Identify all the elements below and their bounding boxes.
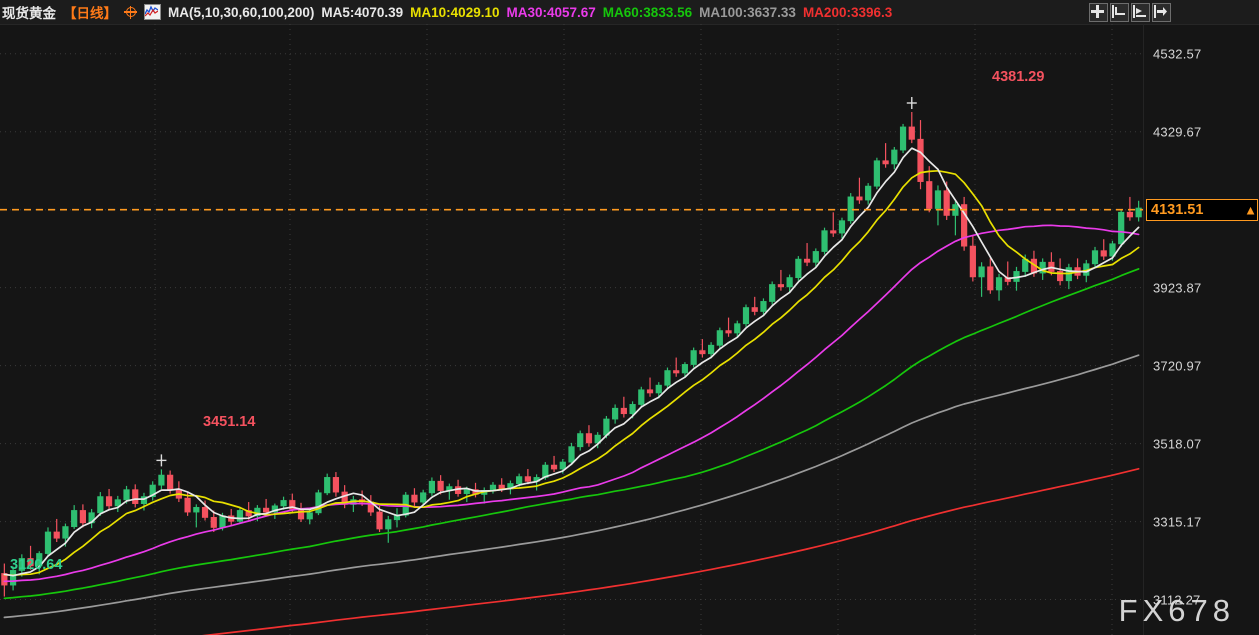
price-tick: 4329.67 [1153,124,1202,140]
high-price-annotation: 4381.29 [992,69,1045,85]
price-tick: 3315.17 [1153,514,1202,530]
chart-shift-right-icon[interactable] [1152,3,1171,22]
ma5-value: MA5:4070.39 [321,4,404,20]
ma100-value: MA100:3637.33 [699,4,796,20]
mini-chart-icon[interactable] [144,4,161,20]
high-marker-crosshair-icon [906,96,917,109]
ma10-value: MA10:4029.10 [410,4,500,20]
period-label: 【日线】 [63,6,117,21]
ma30-line [3,224,1140,583]
ma-definition-label: MA(5,10,30,60,100,200) [168,4,315,20]
symbol-title: 现货黄金 [2,6,56,21]
ma60-line [3,268,1140,600]
chart-header: 现货黄金 【日线】 MA(5,10,30,60,100,200) MA5:407… [0,0,1259,25]
swing-high-annotation: 3451.14 [203,414,256,430]
chart-align-left-icon[interactable] [1110,3,1129,22]
crosshair-target-icon[interactable] [124,5,137,19]
ma30-value: MA30:4057.67 [506,4,596,20]
ma200-line [201,467,1140,635]
current-price-value: 4131.51 [1151,201,1204,218]
ma200-value: MA200:3396.3 [802,4,893,20]
price-direction-arrow: ▲ [1244,202,1257,218]
price-tick: 3112.27 [1153,592,1201,608]
crosshair-move-icon[interactable] [1089,3,1108,22]
site-watermark: FX678 [1118,593,1235,628]
ma60-value: MA60:3833.56 [602,4,693,20]
chart-toolbar [1089,3,1171,22]
swing-high-marker-crosshair-icon [156,454,167,467]
low-price-annotation: 3120.64 [10,557,63,573]
ma5-line [3,147,1140,577]
price-tick: 4532.57 [1153,46,1202,62]
plot-canvas [0,24,1143,635]
current-price-tag[interactable]: 4131.51 [1146,198,1258,221]
chart-align-right-icon[interactable] [1131,3,1150,22]
price-tick: 3923.87 [1153,280,1202,296]
ma10-line [3,169,1140,577]
ma100-line [3,354,1140,619]
price-tick: 3720.97 [1153,358,1202,374]
candlestick-plot[interactable] [0,24,1143,635]
price-tick: 3518.07 [1153,436,1202,452]
price-axis[interactable]: 4532.574329.674126.773923.873720.973518.… [1143,24,1259,635]
